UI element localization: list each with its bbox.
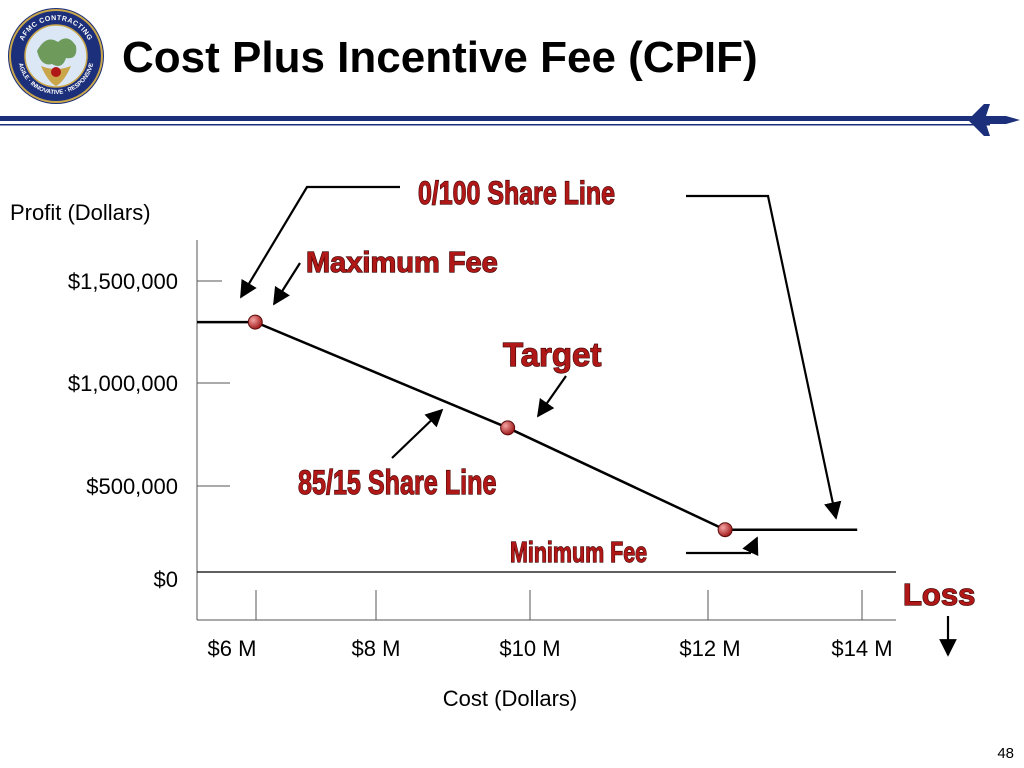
min-fee-label: Minimum Fee bbox=[510, 537, 647, 569]
slide-title: Cost Plus Incentive Fee (CPIF) bbox=[122, 33, 758, 82]
target-arrow bbox=[536, 375, 567, 418]
annotation-labels: 0/100 Share Line Maximum Fee Target 85/1… bbox=[297, 176, 975, 613]
share-85-label: 85/15 Share Line bbox=[298, 464, 496, 502]
cpif-chart: Profit (Dollars) Cost (Dollars) $0 $500,… bbox=[10, 176, 976, 711]
share-100-arrow-right bbox=[686, 194, 842, 520]
x-tick-marks bbox=[255, 590, 863, 620]
y-tick-marks bbox=[197, 280, 230, 487]
rule-thin-bar bbox=[0, 124, 990, 126]
x-tick-label: $12 M bbox=[679, 636, 740, 661]
share-100-arrow-left bbox=[240, 185, 400, 299]
rule-bar bbox=[0, 116, 990, 121]
key-point-target bbox=[500, 420, 516, 436]
target-label: Target bbox=[503, 336, 601, 373]
jet-icon bbox=[968, 104, 1020, 136]
key-points bbox=[247, 314, 733, 538]
y-tick-label: $1,500,000 bbox=[68, 269, 178, 294]
min-fee-arrow bbox=[686, 536, 759, 557]
share-100-label: 0/100 Share Line bbox=[418, 176, 615, 212]
y-tick-label: $1,000,000 bbox=[68, 371, 178, 396]
max-fee-label: Maximum Fee bbox=[306, 247, 498, 279]
x-tick-label: $10 M bbox=[499, 636, 560, 661]
x-tick-label: $14 M bbox=[831, 636, 892, 661]
y-tick-labels: $0 $500,000 $1,000,000 $1,500,000 bbox=[68, 269, 178, 592]
y-axis-label: Profit (Dollars) bbox=[10, 200, 151, 225]
key-point-maximum-fee bbox=[247, 314, 263, 330]
x-tick-labels: $6 M $8 M $10 M $12 M $14 M bbox=[208, 636, 893, 661]
page-number: 48 bbox=[997, 745, 1014, 762]
share-85-arrow bbox=[391, 408, 444, 459]
y-tick-label: $0 bbox=[154, 567, 178, 592]
x-tick-label: $6 M bbox=[208, 636, 257, 661]
max-fee-arrow bbox=[273, 262, 301, 306]
annotation-arrows bbox=[240, 185, 957, 657]
y-tick-label: $500,000 bbox=[86, 474, 178, 499]
key-point-minimum-fee bbox=[717, 522, 733, 538]
x-tick-label: $8 M bbox=[352, 636, 401, 661]
loss-label: Loss bbox=[903, 577, 975, 612]
title-rule bbox=[0, 104, 1020, 136]
x-axis-label: Cost (Dollars) bbox=[443, 686, 577, 711]
afmc-contracting-logo: AFMC CONTRACTING AGILE · INNOVATIVE · RE… bbox=[8, 8, 104, 104]
